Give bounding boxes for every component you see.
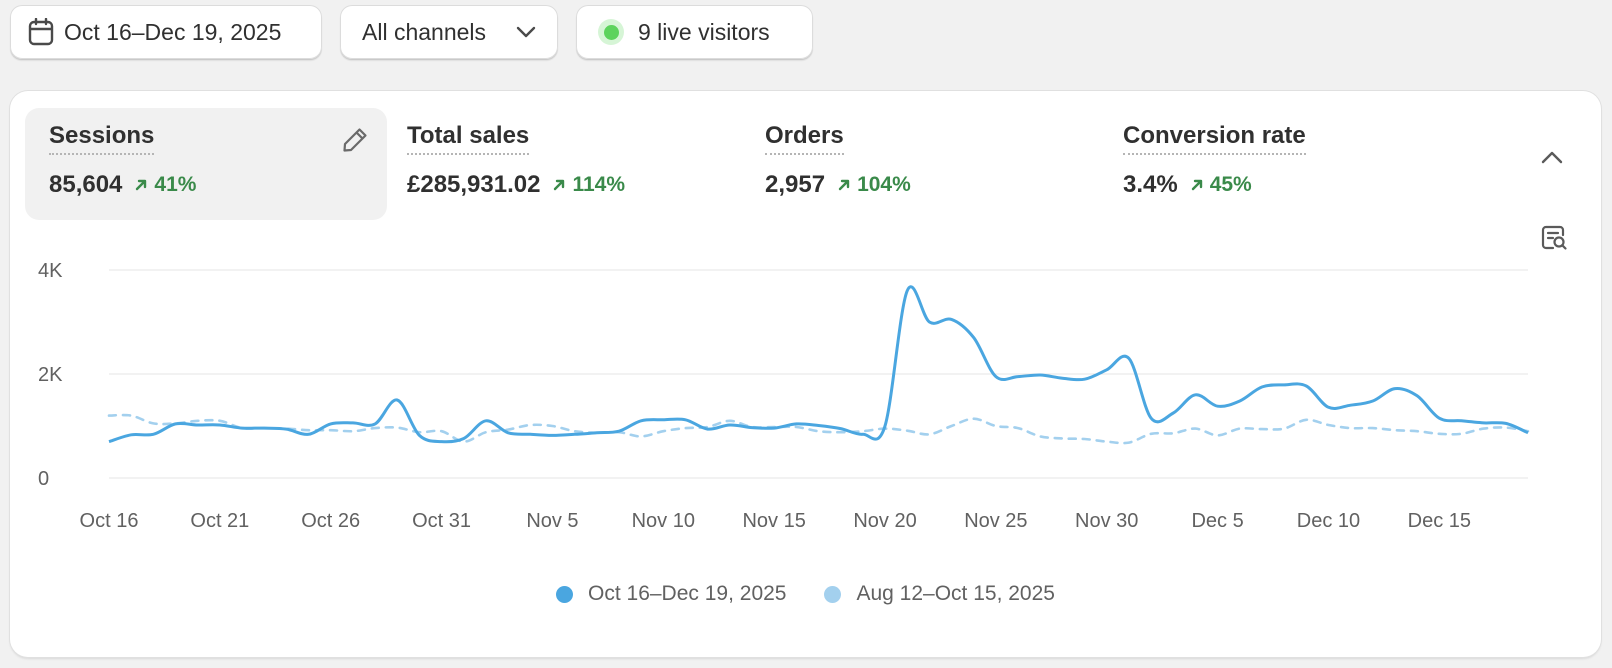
legend-item-current[interactable]: Oct 16–Dec 19, 2025: [556, 582, 786, 606]
series-line-previous: [107, 413, 1530, 445]
channels-dropdown[interactable]: All channels: [340, 5, 558, 59]
y-tick-label: 2K: [38, 364, 63, 386]
x-tick-label: Dec 15: [1408, 510, 1471, 532]
x-tick-label: Oct 21: [190, 510, 249, 532]
metric-sessions[interactable]: Sessions 85,604 41%: [25, 108, 387, 220]
chart-search-icon[interactable]: [1540, 224, 1568, 257]
metric-conversion-rate[interactable]: Conversion rate 3.4% 45%: [1099, 108, 1461, 220]
analytics-card: 0 2K 4K Oct 16 Oct 21 Oct 26 Oct 31 Nov 5 Nov 10…: [10, 91, 1601, 657]
metric-title[interactable]: Total sales: [407, 122, 530, 155]
x-tick-label: Dec 5: [1191, 510, 1243, 532]
metric-value: £285,931.02: [407, 171, 541, 198]
live-visitors-label: 9 live visitors: [638, 18, 770, 45]
series-line-current: [108, 285, 1529, 444]
x-tick-label: Nov 30: [1075, 510, 1138, 532]
x-tick-label: Nov 15: [742, 510, 805, 532]
chevron-down-icon: [516, 26, 536, 38]
x-tick-label: Dec 10: [1297, 510, 1360, 532]
arrow-up-right-icon: [838, 179, 850, 191]
legend-item-previous[interactable]: Aug 12–Oct 15, 2025: [824, 582, 1055, 606]
arrow-up-right-icon: [554, 179, 565, 191]
metric-change: 114%: [552, 173, 625, 197]
date-range-label: Oct 16–Dec 19, 2025: [64, 18, 282, 45]
live-visitors-button[interactable]: 9 live visitors: [576, 5, 813, 59]
y-tick-label: 4K: [38, 260, 63, 282]
legend-label: Oct 16–Dec 19, 2025: [588, 582, 787, 605]
metric-title[interactable]: Orders: [765, 122, 844, 155]
toolbar: Oct 16–Dec 19, 2025 All channels 9 live …: [10, 5, 813, 59]
y-tick-label: 0: [38, 468, 49, 490]
metric-orders[interactable]: Orders 2,957 104%: [741, 108, 1103, 220]
arrow-up-right-icon: [136, 179, 147, 191]
channels-label: All channels: [362, 18, 487, 45]
x-tick-label: Nov 10: [632, 510, 695, 532]
metric-value: 2,957: [765, 171, 826, 198]
x-tick-label: Oct 31: [412, 510, 471, 532]
x-tick-label: Oct 16: [80, 510, 139, 532]
metric-title[interactable]: Sessions: [49, 122, 155, 155]
x-tick-label: Nov 25: [964, 510, 1027, 532]
date-range-button[interactable]: Oct 16–Dec 19, 2025: [10, 5, 322, 59]
metric-title[interactable]: Conversion rate: [1123, 122, 1306, 155]
live-indicator-icon: [598, 19, 624, 45]
legend-dot: [556, 585, 574, 603]
metric-change: 41%: [134, 173, 196, 197]
chart-legend: Oct 16–Dec 19, 2025 Aug 12–Oct 15, 2025: [10, 582, 1601, 606]
legend-dot: [824, 585, 842, 603]
pencil-icon[interactable]: [341, 126, 369, 159]
x-tick-label: Nov 20: [853, 510, 916, 532]
x-tick-label: Nov 5: [526, 510, 578, 532]
sessions-line-chart: 0 2K 4K Oct 16 Oct 21 Oct 26 Oct 31 Nov 5 Nov 10…: [38, 260, 1530, 532]
metric-change: 45%: [1190, 173, 1252, 197]
calendar-icon: [28, 18, 54, 46]
metric-change: 104%: [837, 173, 911, 197]
metric-value: 85,604: [49, 171, 123, 198]
chevron-up-icon[interactable]: [1540, 149, 1564, 170]
legend-label: Aug 12–Oct 15, 2025: [856, 582, 1055, 605]
x-tick-label: Oct 26: [301, 510, 360, 532]
metric-value: 3.4%: [1123, 171, 1178, 198]
metric-total-sales[interactable]: Total sales £285,931.02 114%: [383, 108, 745, 220]
arrow-up-right-icon: [1191, 179, 1202, 191]
